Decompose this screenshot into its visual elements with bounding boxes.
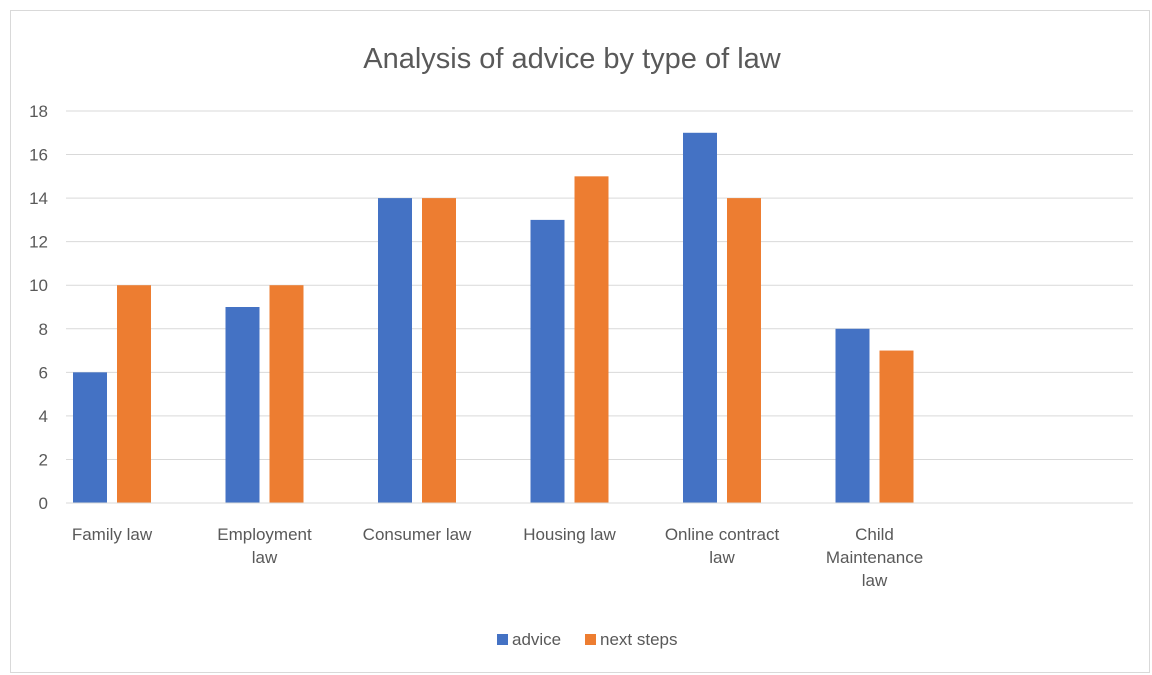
bar-advice-1	[225, 307, 260, 503]
y-axis: 0 2 4 6 8 10 12 14 16 18	[29, 102, 48, 513]
legend-label-advice: advice	[512, 630, 561, 649]
y-tick-label: 2	[39, 450, 48, 469]
legend: advice next steps	[497, 630, 678, 649]
y-tick-label: 18	[29, 102, 48, 121]
bar-advice-5	[835, 328, 870, 503]
x-tick-label: Online contract law	[665, 525, 780, 567]
legend-label-next-steps: next steps	[600, 630, 678, 649]
bar-next-steps-5	[879, 350, 914, 503]
chart-title: Analysis of advice by type of law	[363, 43, 782, 75]
y-tick-label: 14	[29, 189, 48, 208]
x-tick-label: Consumer law	[363, 525, 472, 544]
bar-next-steps-0	[117, 285, 151, 503]
y-tick-label: 6	[39, 363, 48, 382]
bar-advice-0	[73, 372, 107, 503]
x-tick-label: Family law	[72, 525, 153, 544]
bar-next-steps-2	[422, 198, 456, 503]
legend-swatch-next-steps	[585, 634, 596, 645]
y-tick-label: 16	[29, 146, 48, 165]
bar-advice-3	[530, 219, 565, 503]
x-tick-label: Child Maintenance law	[826, 525, 923, 590]
bar-next-steps-4	[727, 198, 761, 503]
bars	[73, 132, 914, 504]
bar-next-steps-1	[269, 285, 304, 503]
y-tick-label: 10	[29, 276, 48, 295]
bar-advice-4	[683, 132, 717, 503]
chart-frame	[10, 10, 1150, 673]
x-tick-label: Employment law	[217, 525, 312, 567]
bar-next-steps-3	[574, 176, 609, 504]
y-tick-label: 8	[39, 320, 48, 339]
x-axis: Family law Employment law Consumer law Housi…	[66, 502, 1133, 590]
y-tick-label: 0	[39, 494, 48, 513]
x-tick-label: Housing law	[523, 525, 616, 544]
y-tick-label: 4	[39, 407, 48, 426]
bar-advice-2	[378, 198, 412, 503]
legend-swatch-advice	[497, 634, 508, 645]
y-tick-label: 12	[29, 233, 48, 252]
